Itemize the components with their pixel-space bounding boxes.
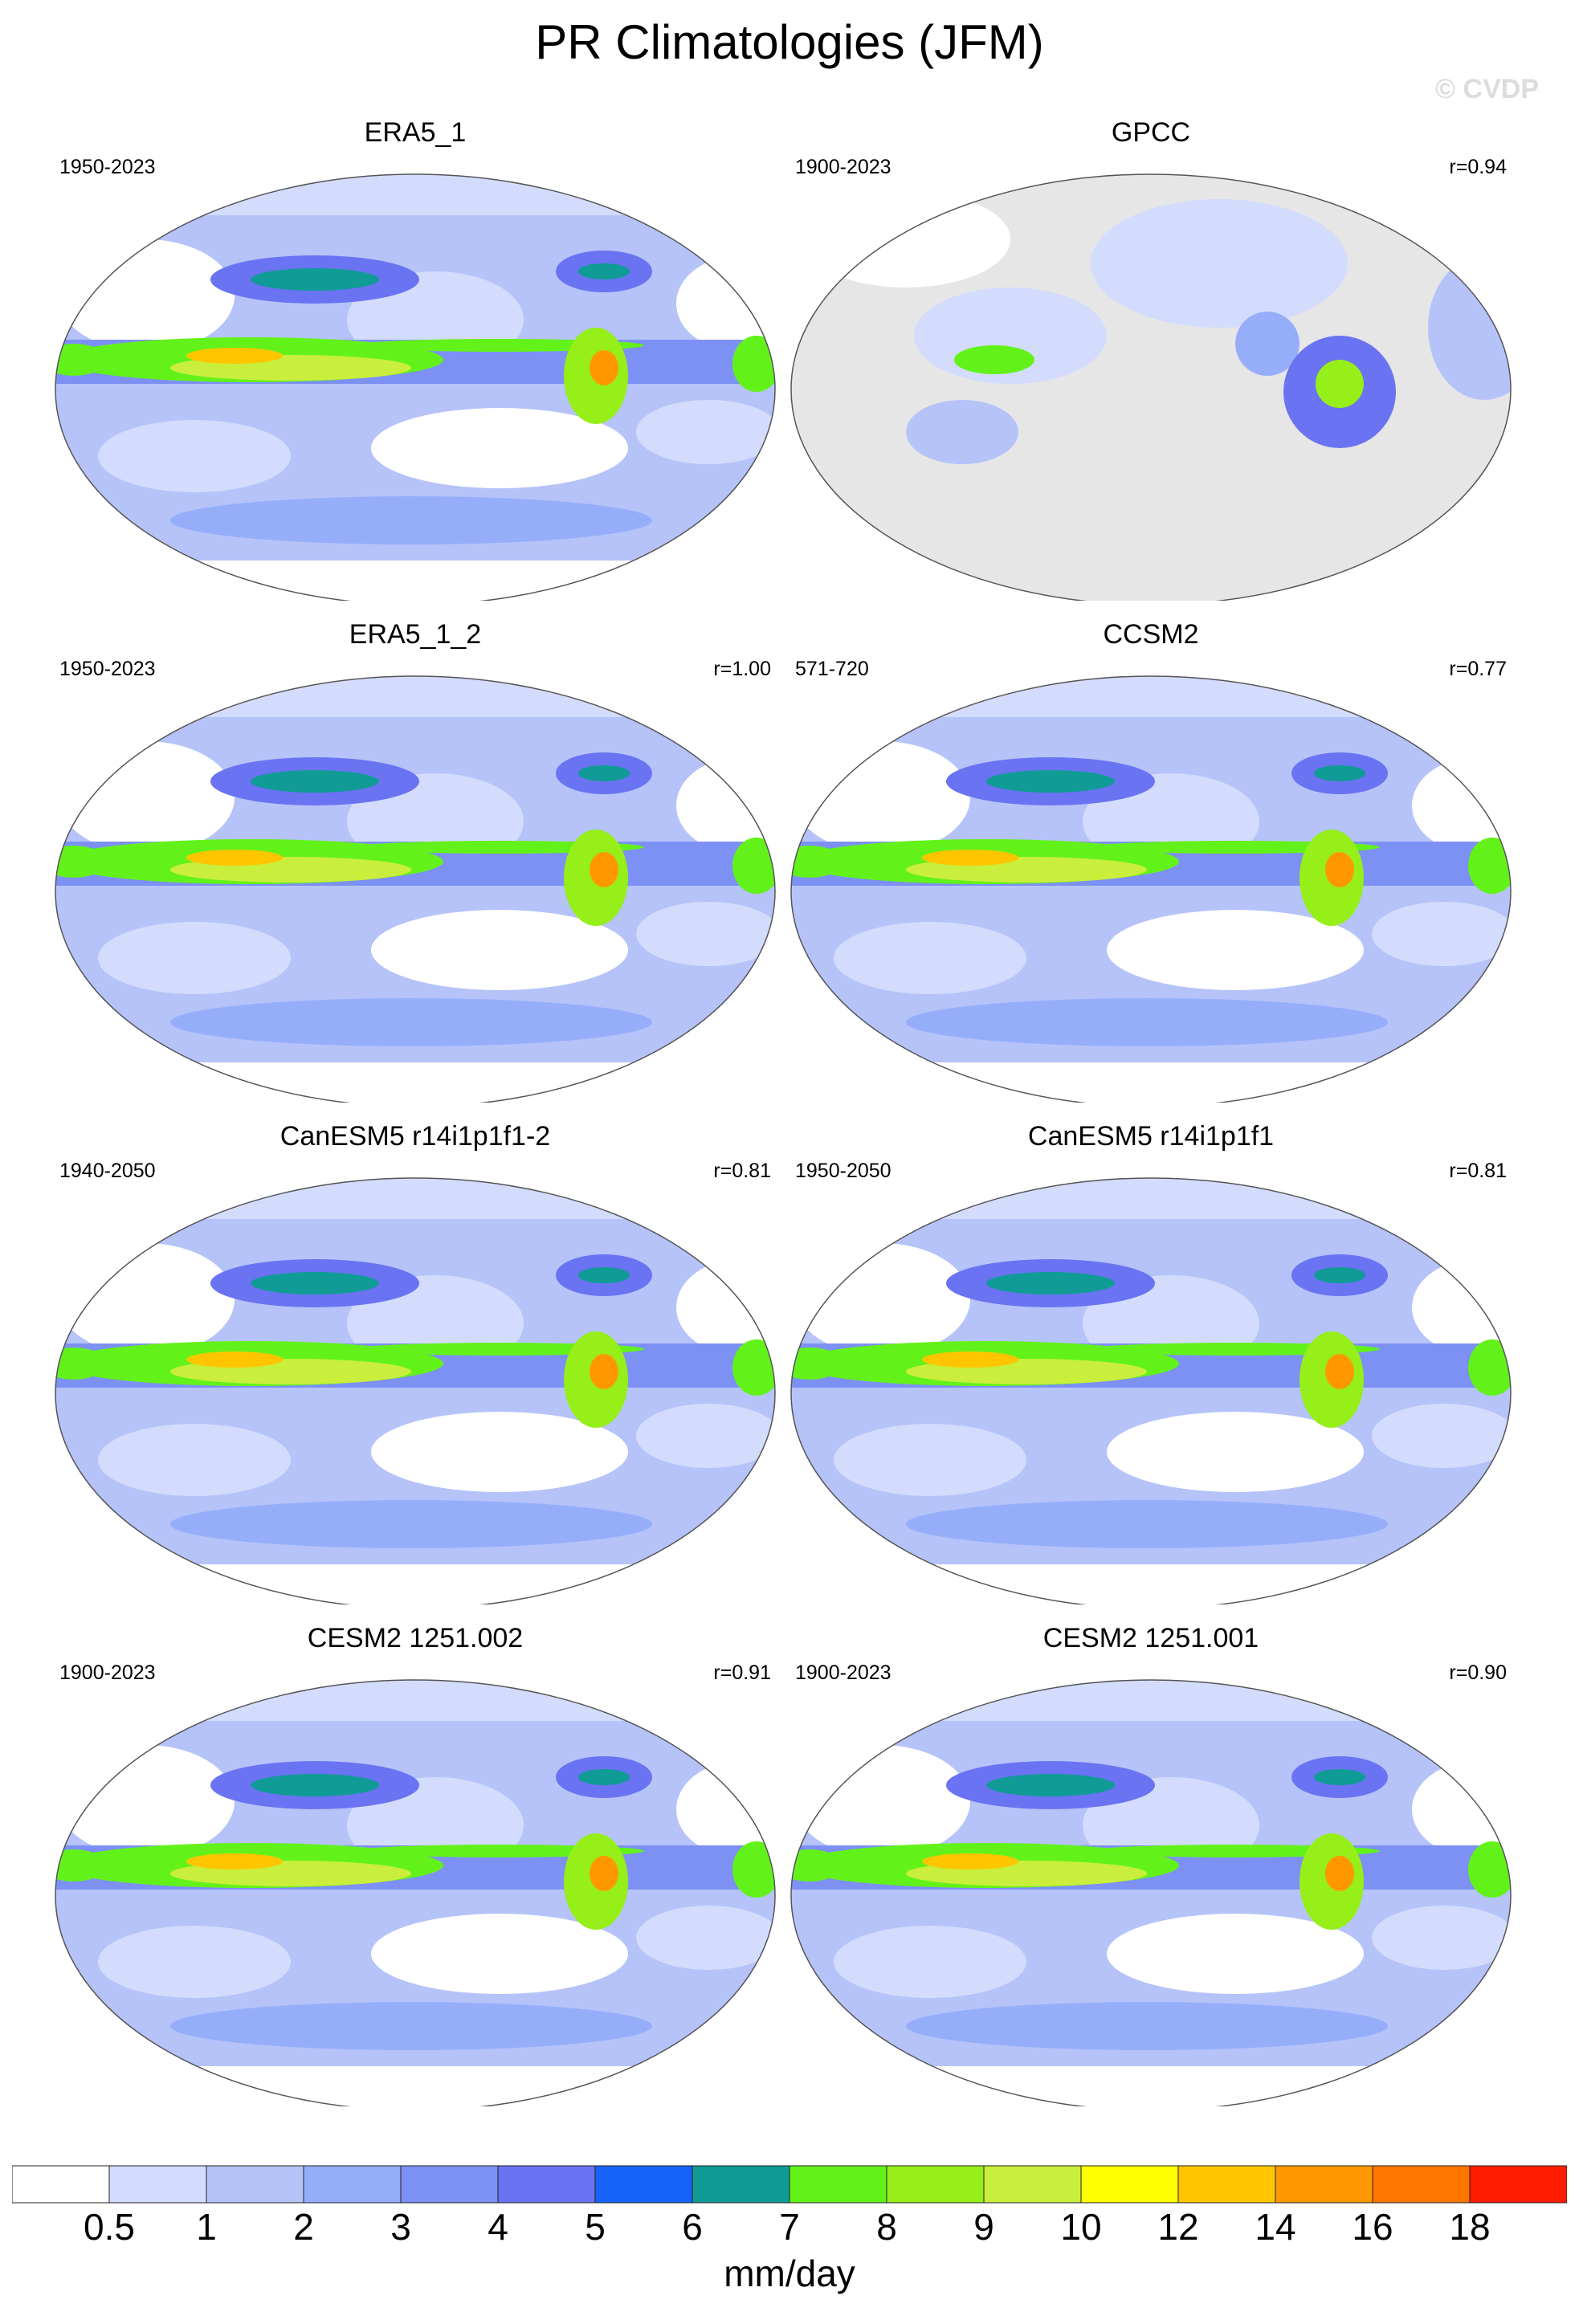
precipitation-map xyxy=(55,1177,776,1604)
colorbar-swatch xyxy=(1177,2165,1276,2204)
colorbar-tick-label: 9 xyxy=(973,2206,994,2248)
colorbar xyxy=(12,2165,1567,2204)
panel-title: CCSM2 xyxy=(1103,619,1199,650)
colorbar-tick-label: 10 xyxy=(1060,2206,1102,2248)
panel-correlation: r=0.81 xyxy=(713,1160,771,1182)
panel-years: 1940-2050 xyxy=(59,1160,156,1182)
precipitation-map xyxy=(55,1679,776,2106)
colorbar-swatch xyxy=(1275,2165,1373,2204)
watermark: © CVDP xyxy=(1435,74,1539,104)
colorbar-tick-label: 2 xyxy=(293,2206,314,2248)
colorbar-swatch xyxy=(983,2165,1082,2204)
precipitation-map xyxy=(790,675,1512,1103)
colorbar-tick-label: 12 xyxy=(1157,2206,1199,2248)
colorbar-tick-label: 1 xyxy=(196,2206,217,2248)
colorbar-tick-label: 5 xyxy=(585,2206,606,2248)
map-panel: ERA5_1_2 1950-2023 r=1.00 xyxy=(50,619,781,1104)
panel-correlation: r=0.90 xyxy=(1449,1661,1507,1684)
panel-correlation: r=0.81 xyxy=(1449,1160,1507,1182)
colorbar-swatch xyxy=(1372,2165,1471,2204)
precipitation-map xyxy=(790,173,1512,601)
colorbar-tick-label: 7 xyxy=(779,2206,800,2248)
panel-correlation: r=0.91 xyxy=(713,1661,771,1684)
precipitation-map xyxy=(790,1177,1512,1604)
colorbar-tick-label: 4 xyxy=(488,2206,508,2248)
map-panel: ERA5_1 1950-2023 xyxy=(50,117,781,602)
colorbar-swatch xyxy=(206,2165,304,2204)
colorbar-swatch xyxy=(497,2165,596,2204)
colorbar-tick-label: 6 xyxy=(682,2206,703,2248)
panel-correlation: r=0.94 xyxy=(1449,156,1507,178)
colorbar-swatch xyxy=(789,2165,887,2204)
map-panel: CESM2 1251.001 1900-2023 r=0.90 xyxy=(785,1623,1516,2108)
panel-title: ERA5_1 xyxy=(364,117,467,148)
panel-correlation: r=0.77 xyxy=(1449,658,1507,680)
panel-years: 1950-2023 xyxy=(59,156,156,178)
panel-title: ERA5_1_2 xyxy=(349,619,482,650)
map-panel: CESM2 1251.002 1900-2023 r=0.91 xyxy=(50,1623,781,2108)
panel-title: GPCC xyxy=(1111,117,1191,148)
colorbar-swatch xyxy=(108,2165,207,2204)
colorbar-tick-label: 16 xyxy=(1352,2206,1393,2248)
colorbar-tick-label: 3 xyxy=(390,2206,411,2248)
colorbar-swatch xyxy=(400,2165,499,2204)
colorbar-tick-label: 18 xyxy=(1449,2206,1491,2248)
panel-years: 1950-2023 xyxy=(59,658,156,680)
figure-title: PR Climatologies (JFM) xyxy=(535,15,1044,69)
colorbar-tick-label: 8 xyxy=(876,2206,897,2248)
precipitation-map xyxy=(790,1679,1512,2106)
panel-years: 1900-2023 xyxy=(795,1661,892,1684)
panel-title: CESM2 1251.002 xyxy=(307,1623,524,1653)
colorbar-swatch xyxy=(692,2165,790,2204)
panel-years: 1900-2023 xyxy=(795,156,892,178)
map-panel: GPCC 1900-2023 r=0.94 xyxy=(785,117,1516,602)
precipitation-map xyxy=(55,675,776,1103)
panel-years: 571-720 xyxy=(795,658,869,680)
panel-years: 1900-2023 xyxy=(59,1661,156,1684)
colorbar-swatch xyxy=(594,2165,693,2204)
colorbar-swatch xyxy=(303,2165,402,2204)
map-panel: CCSM2 571-720 r=0.77 xyxy=(785,619,1516,1104)
panel-title: CanESM5 r14i1p1f1 xyxy=(1027,1121,1275,1152)
colorbar-tick-label: 0.5 xyxy=(84,2206,135,2248)
colorbar-units: mm/day xyxy=(724,2253,855,2294)
panel-title: CanESM5 r14i1p1f1-2 xyxy=(279,1121,551,1152)
colorbar-swatch xyxy=(12,2165,110,2204)
precipitation-map xyxy=(55,173,776,601)
colorbar-swatch xyxy=(1469,2165,1567,2204)
colorbar-swatch xyxy=(1080,2165,1179,2204)
colorbar-swatch xyxy=(886,2165,985,2204)
panel-correlation: r=1.00 xyxy=(713,658,771,680)
panel-title: CESM2 1251.001 xyxy=(1042,1623,1259,1653)
colorbar-tick-label: 14 xyxy=(1255,2206,1296,2248)
map-panel: CanESM5 r14i1p1f1-2 1940-2050 r=0.81 xyxy=(50,1121,781,1606)
panel-years: 1950-2050 xyxy=(795,1160,892,1182)
map-panel: CanESM5 r14i1p1f1 1950-2050 r=0.81 xyxy=(785,1121,1516,1606)
